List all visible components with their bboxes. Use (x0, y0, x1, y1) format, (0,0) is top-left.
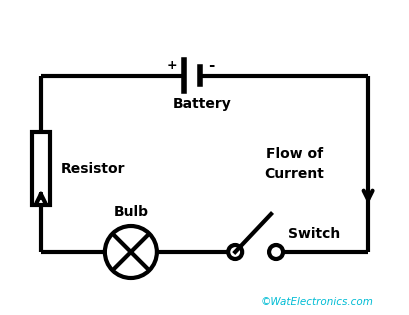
Text: Flow of
Current: Flow of Current (265, 147, 324, 180)
Text: -: - (208, 58, 215, 73)
Text: Bulb: Bulb (113, 205, 148, 219)
Text: Battery: Battery (173, 97, 231, 111)
Bar (32, 132, 50, 205)
Text: +: + (167, 59, 178, 72)
Circle shape (269, 245, 283, 259)
Text: ©WatElectronics.com: ©WatElectronics.com (260, 297, 373, 307)
Circle shape (105, 226, 157, 278)
Circle shape (228, 245, 242, 259)
Text: Switch: Switch (288, 227, 340, 241)
Text: Resistor: Resistor (61, 162, 125, 175)
